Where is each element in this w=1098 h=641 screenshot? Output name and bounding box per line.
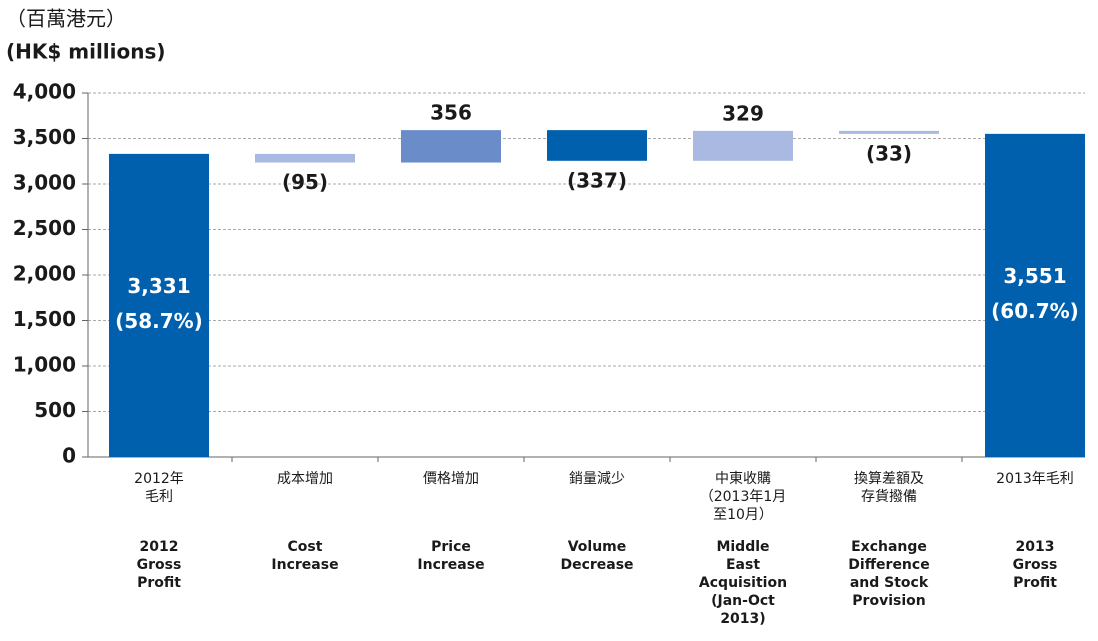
- y-tick-label: 3,500: [13, 125, 76, 149]
- chart-title: （百萬港元）: [6, 7, 126, 31]
- y-tick-label: 3,000: [13, 171, 76, 195]
- x-tick-label: Price: [431, 539, 471, 555]
- value-label: 3,551: [1003, 264, 1066, 288]
- x-tick-label-zh: 價格增加: [423, 470, 479, 487]
- y-tick-label: 4,000: [13, 80, 76, 104]
- value-label: 3,331: [127, 274, 190, 298]
- x-tick-label: Exchange: [851, 539, 927, 555]
- y-tick-label: 1,500: [13, 307, 76, 331]
- value-label: 356: [430, 101, 472, 125]
- x-tick-label: Profit: [137, 575, 181, 591]
- chart-subtitle: (HK$ millions): [6, 40, 166, 64]
- x-tick-label: (Jan-Oct: [711, 593, 775, 609]
- bar: [693, 130, 793, 161]
- bar: [401, 130, 501, 163]
- x-tick-label: Provision: [852, 593, 925, 609]
- x-tick-label: Volume: [568, 539, 627, 555]
- x-tick-label: Decrease: [560, 557, 633, 573]
- x-tick-label: 2012: [140, 539, 179, 555]
- x-tick-label: Cost: [288, 539, 323, 555]
- y-tick-label: 2,000: [13, 262, 76, 286]
- margin-label: (58.7%): [115, 309, 203, 333]
- x-tick-label: Gross: [137, 557, 182, 573]
- x-tick-label: 2013): [720, 611, 765, 627]
- x-tick-label-zh: 2013年毛利: [996, 471, 1074, 487]
- y-tick-label: 1,000: [13, 353, 76, 377]
- bar: [839, 130, 939, 134]
- x-tick-label-zh: 存貨撥備: [861, 488, 917, 505]
- bar: [109, 153, 209, 457]
- value-label: 329: [722, 101, 764, 125]
- x-tick-label: Increase: [417, 557, 484, 573]
- value-label: (337): [567, 168, 627, 192]
- x-tick-label-zh: 至10月）: [713, 507, 773, 523]
- bar: [547, 130, 647, 161]
- bar: [255, 153, 355, 163]
- x-tick-label: Middle: [716, 539, 769, 555]
- x-tick-label: Gross: [1013, 557, 1058, 573]
- value-label: (95): [282, 170, 328, 194]
- x-tick-label: Increase: [271, 557, 338, 573]
- x-tick-label: 2013: [1016, 539, 1055, 555]
- value-label: (33): [866, 141, 912, 165]
- x-tick-label: Profit: [1013, 575, 1057, 591]
- x-tick-label: Difference: [848, 557, 929, 573]
- y-tick-label: 500: [34, 398, 76, 422]
- x-tick-label: and Stock: [850, 575, 929, 591]
- margin-label: (60.7%): [991, 299, 1079, 323]
- x-tick-label-zh: 銷量減少: [569, 470, 625, 487]
- x-tick-label-zh: 換算差額及: [854, 471, 924, 487]
- x-tick-label-zh: （2013年1月: [700, 489, 787, 505]
- x-tick-label-zh: 中東收購: [715, 471, 771, 487]
- x-tick-label-zh: 毛利: [145, 489, 173, 505]
- y-tick-label: 0: [62, 444, 76, 468]
- x-tick-label: Acquisition: [699, 575, 787, 591]
- x-tick-label-zh: 2012年: [134, 471, 184, 487]
- bar: [985, 133, 1085, 457]
- x-tick-label: East: [726, 557, 760, 573]
- x-tick-label-zh: 成本增加: [277, 471, 333, 487]
- y-tick-label: 2,500: [13, 216, 76, 240]
